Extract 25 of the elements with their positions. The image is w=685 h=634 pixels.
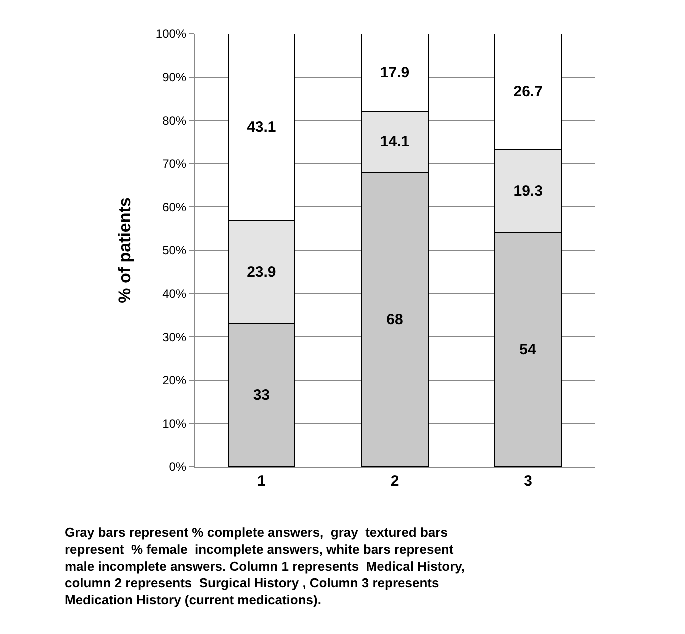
data-label: 23.9 [247, 264, 276, 281]
y-tick-label: 40% [162, 287, 187, 301]
data-label: 17.9 [380, 64, 410, 82]
y-tick-label: 50% [162, 244, 187, 258]
y-tick-label: 10% [162, 416, 187, 431]
data-label: 26.7 [514, 83, 543, 100]
y-tick-label: 60% [162, 200, 187, 214]
y-tick-label: 90% [162, 70, 187, 84]
x-tick-label: 1 [258, 473, 266, 490]
y-tick-label: 100% [156, 27, 187, 42]
data-label: 14.1 [380, 134, 410, 151]
text: Gray bars represent % complete answers, gray textured bars represent % female incomplete answers, white bars represent male incomplete answers. Column 1 represents Medical History, column 2 represents Surgical History , Column 3 represents Medication History (current medications). [65, 525, 466, 608]
y-tick-label: 80% [162, 114, 187, 128]
y-tick-label: 0% [169, 460, 187, 474]
data-label: 54 [520, 342, 538, 359]
data-label: 33 [253, 387, 270, 404]
y-tick-label: 30% [162, 330, 187, 344]
y-tick-label: 70% [162, 157, 187, 172]
y-tick-label: 20% [162, 374, 187, 388]
data-label: 68 [386, 311, 404, 328]
data-label: 43.1 [247, 118, 276, 136]
x-tick-label: 2 [390, 473, 400, 490]
data-label: 19.3 [514, 182, 543, 200]
y-axis-title: % of patients [115, 198, 134, 304]
x-tick-label: 3 [524, 473, 532, 490]
